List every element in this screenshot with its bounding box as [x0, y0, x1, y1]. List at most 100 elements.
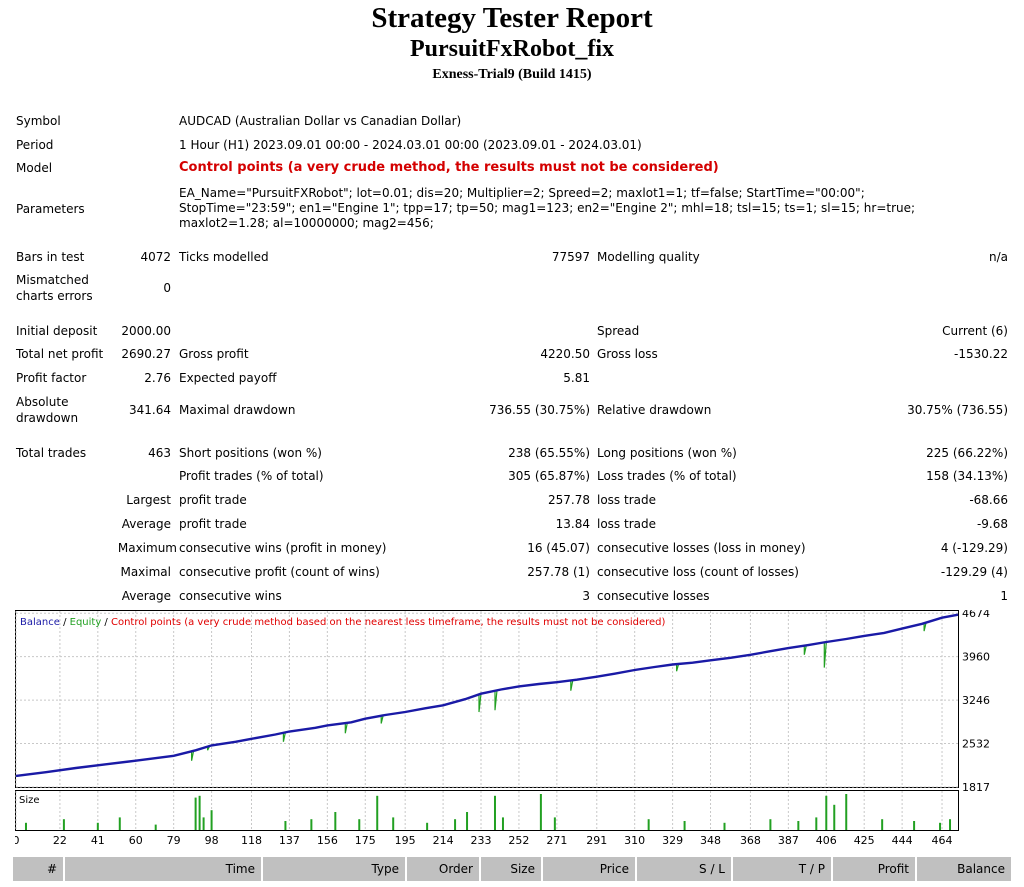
bars-label: Bars in test [16, 250, 85, 264]
x-tick-label: 368 [740, 834, 761, 847]
grossloss-label: Gross loss [597, 347, 658, 361]
legend-separator-1: / [60, 617, 70, 628]
losstrades-label: Loss trades (% of total) [597, 469, 737, 483]
quality-label: Modelling quality [597, 250, 700, 264]
x-tick-label: 118 [241, 834, 262, 847]
x-tick-label: 425 [854, 834, 875, 847]
x-tick-label: 233 [471, 834, 492, 847]
deposit-label: Initial deposit [16, 324, 98, 338]
x-tick-label: 22 [53, 834, 67, 847]
y-tick-label: 4674 [962, 610, 990, 620]
col-header-sl: S / L [637, 857, 731, 881]
size-plot-frame [15, 790, 959, 831]
x-tick-label: 60 [129, 834, 143, 847]
absdd-label-1: Absolute [16, 395, 69, 409]
mcloss-value: -129.29 (4) [940, 565, 1008, 579]
x-tick-labels: 0 22 41 60 79 98 118 137 156 175 195 214 233 252 271 29… [15, 834, 953, 847]
mcloss-label: consecutive loss (count of losses) [597, 565, 799, 579]
chart-legend: Balance / Equity / Control points (a ver… [20, 617, 666, 628]
mismatch-value: 0 [163, 281, 171, 295]
col-header-number: # [13, 857, 63, 881]
server-build: Exness-Trial9 (Build 1415) [432, 67, 592, 82]
report-title: Strategy Tester Report [371, 2, 653, 34]
trades-value: 463 [148, 446, 171, 460]
long-label: Long positions (won %) [597, 446, 737, 460]
grossprofit-label: Gross profit [179, 347, 249, 361]
alt-label: loss trade [597, 517, 656, 531]
average2-label: Average [121, 589, 171, 603]
spread-label: Spread [597, 324, 640, 338]
x-tick-label: 329 [662, 834, 683, 847]
x-tick-label: 214 [433, 834, 454, 847]
absdd-label-2: drawdown [16, 411, 79, 425]
x-tick-label: 41 [91, 834, 105, 847]
maxdd-value: 736.55 (30.75%) [489, 403, 590, 417]
y-tick-label: 3246 [962, 694, 990, 707]
x-tick-label: 406 [816, 834, 837, 847]
ticks-value: 77597 [551, 250, 590, 264]
x-tick-label: 271 [546, 834, 567, 847]
balance-line [15, 613, 959, 778]
spread-value: Current (6) [942, 324, 1008, 338]
llt-label: loss trade [597, 493, 656, 507]
x-tick-label: 348 [700, 834, 721, 847]
ep-label: Expected payoff [179, 371, 277, 385]
mismatch-label-1: Mismatched [16, 273, 89, 287]
col-header-order: Order [407, 857, 479, 881]
grossprofit-value: 4220.50 [540, 347, 590, 361]
acl-label: consecutive losses [597, 589, 710, 603]
robot-name: PursuitFxRobot_fix [410, 36, 614, 62]
x-tick-label: 252 [508, 834, 529, 847]
size-bars [24, 794, 952, 830]
legend-separator-2: / [101, 617, 111, 628]
lpt-value: 257.78 [548, 493, 590, 507]
maxdd-label: Maximal drawdown [179, 403, 296, 417]
grid [15, 611, 958, 830]
mcl-value: 4 (-129.29) [940, 541, 1008, 555]
col-header-type: Type [263, 857, 405, 881]
long-value: 225 (66.22%) [926, 446, 1008, 460]
col-header-tp: T / P [733, 857, 831, 881]
profittrades-value: 305 (65.87%) [508, 469, 590, 483]
short-label: Short positions (won %) [179, 446, 322, 460]
y-tick-labels: 1817 2532 3246 3960 4674 [962, 610, 990, 794]
main-plot-frame [15, 610, 959, 788]
bars-value: 4072 [140, 250, 171, 264]
mcp-label: consecutive profit (count of wins) [179, 565, 380, 579]
col-header-size: Size [481, 857, 541, 881]
legend-balance: Balance [20, 617, 60, 628]
short-value: 238 (65.55%) [508, 446, 590, 460]
reldd-value: 30.75% (736.55) [907, 403, 1008, 417]
pf-value: 2.76 [144, 371, 171, 385]
y-tick-label: 1817 [962, 781, 990, 794]
x-tick-label: 291 [586, 834, 607, 847]
x-tick-label: 175 [355, 834, 376, 847]
symbol-label: Symbol [16, 114, 61, 128]
x-tick-label: 387 [778, 834, 799, 847]
col-header-profit: Profit [833, 857, 915, 881]
grossloss-value: -1530.22 [954, 347, 1008, 361]
acw-value: 3 [582, 589, 590, 603]
absdd-value: 341.64 [129, 403, 171, 417]
reldd-label: Relative drawdown [597, 403, 712, 417]
losstrades-value: 158 (34.13%) [926, 469, 1008, 483]
netprofit-value: 2690.27 [121, 347, 171, 361]
average-label: Average [121, 517, 171, 531]
netprofit-label: Total net profit [16, 347, 104, 361]
col-header-balance: Balance [917, 857, 1011, 881]
quality-value: n/a [988, 250, 1008, 264]
x-tick-label: 79 [167, 834, 181, 847]
balance-chart: 1817 2532 3246 3960 4674 0 22 41 60 79 98 118 137 15… [15, 610, 990, 847]
profittrades-label: Profit trades (% of total) [179, 469, 324, 483]
pf-label: Profit factor [16, 371, 87, 385]
x-tick-label: 137 [279, 834, 300, 847]
apt-value: 13.84 [555, 517, 590, 531]
col-header-price: Price [543, 857, 635, 881]
x-tick-label: 156 [317, 834, 338, 847]
acl-value: 1 [1000, 589, 1008, 603]
maximum-label: Maximum [117, 541, 177, 555]
mcp-value: 257.78 (1) [527, 565, 590, 579]
ep-value: 5.81 [563, 371, 590, 385]
mcw-value: 16 (45.07) [527, 541, 590, 555]
